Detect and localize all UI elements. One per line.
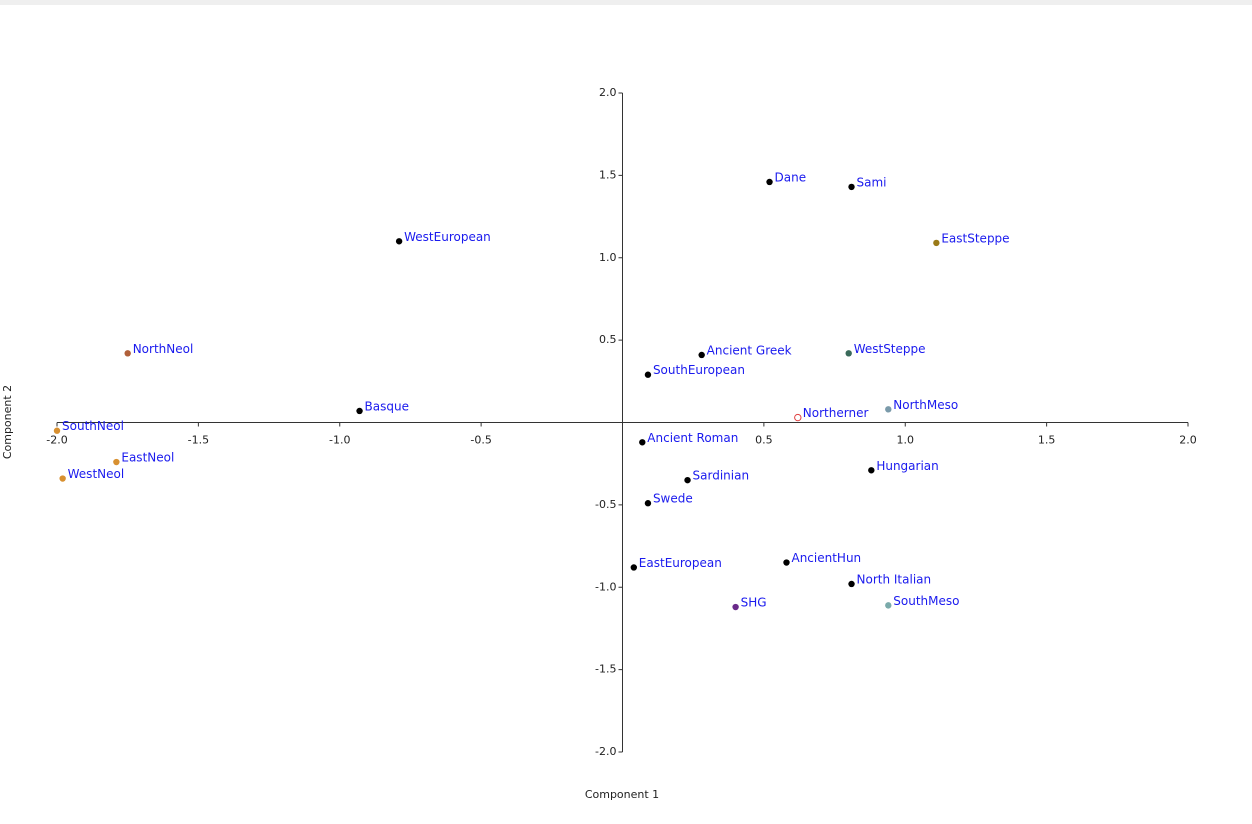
- point: [59, 475, 66, 482]
- y-tick-label: 2.0: [599, 86, 617, 99]
- point: [885, 602, 892, 609]
- point: [848, 580, 855, 588]
- point-label: EastSteppe: [941, 231, 1009, 245]
- point: [644, 500, 652, 507]
- point-label: Sardinian: [693, 469, 750, 483]
- point-label: WestNeol: [68, 467, 125, 481]
- y-tick-label: -0.5: [595, 498, 616, 511]
- point-label: SouthMeso: [893, 594, 959, 608]
- x-axis-label: Component 1: [585, 788, 659, 801]
- point: [885, 406, 892, 413]
- point-label: SouthNeol: [62, 419, 124, 433]
- point: [113, 458, 120, 466]
- point: [684, 476, 691, 484]
- point: [124, 350, 131, 357]
- y-tick-label: -1.5: [595, 663, 616, 676]
- point-label: EastEuropean: [639, 556, 722, 570]
- point-label: Ancient Roman: [647, 431, 738, 445]
- point-label: AncientHun: [791, 551, 861, 565]
- point-label: Hungarian: [876, 459, 938, 473]
- point-label: Ancient Greek: [707, 343, 792, 357]
- point: [732, 603, 739, 611]
- x-tick-label: -1.0: [329, 434, 350, 447]
- point: [395, 238, 403, 245]
- y-axis-label: Component 2: [1, 385, 14, 459]
- point: [630, 564, 638, 571]
- point-label: North Italian: [857, 572, 932, 586]
- point: [644, 371, 652, 378]
- point-label: Basque: [365, 399, 409, 413]
- x-tick-label: 1.5: [1038, 434, 1056, 447]
- point: [868, 467, 875, 474]
- point: [356, 407, 363, 415]
- point-label: Sami: [857, 175, 887, 189]
- point-label: Northerner: [803, 406, 869, 420]
- y-tick-label: -1.0: [595, 580, 616, 593]
- x-tick-label: -0.5: [470, 434, 491, 447]
- top-bar: [0, 0, 1252, 5]
- point: [794, 413, 802, 422]
- x-tick-label: -2.0: [46, 434, 67, 447]
- point-label: NorthMeso: [893, 398, 958, 412]
- point-label: EastNeol: [121, 451, 174, 465]
- y-tick-label: 1.5: [599, 168, 617, 181]
- point-label: SHG: [741, 596, 767, 610]
- y-tick-label: -2.0: [595, 745, 616, 758]
- x-tick-label: 0.5: [755, 434, 773, 447]
- point-label: WestSteppe: [854, 342, 926, 356]
- x-tick-label: 2.0: [1179, 434, 1197, 447]
- point: [783, 559, 790, 566]
- point: [933, 239, 940, 247]
- y-tick-label: 0.5: [599, 333, 617, 346]
- x-tick-label: 1.0: [897, 434, 915, 447]
- point: [698, 351, 705, 359]
- point-label: WestEuropean: [404, 230, 491, 244]
- y-tick-label: 1.0: [599, 251, 617, 264]
- x-tick-label: -1.5: [188, 434, 209, 447]
- point: [766, 178, 773, 186]
- point: [845, 350, 852, 357]
- point-label: SouthEuropean: [653, 363, 745, 377]
- point-label: Dane: [775, 170, 807, 184]
- point: [848, 183, 855, 191]
- point: [53, 427, 61, 434]
- point-label: NorthNeol: [133, 342, 194, 356]
- point: [639, 439, 646, 446]
- point-label: Swede: [653, 492, 693, 506]
